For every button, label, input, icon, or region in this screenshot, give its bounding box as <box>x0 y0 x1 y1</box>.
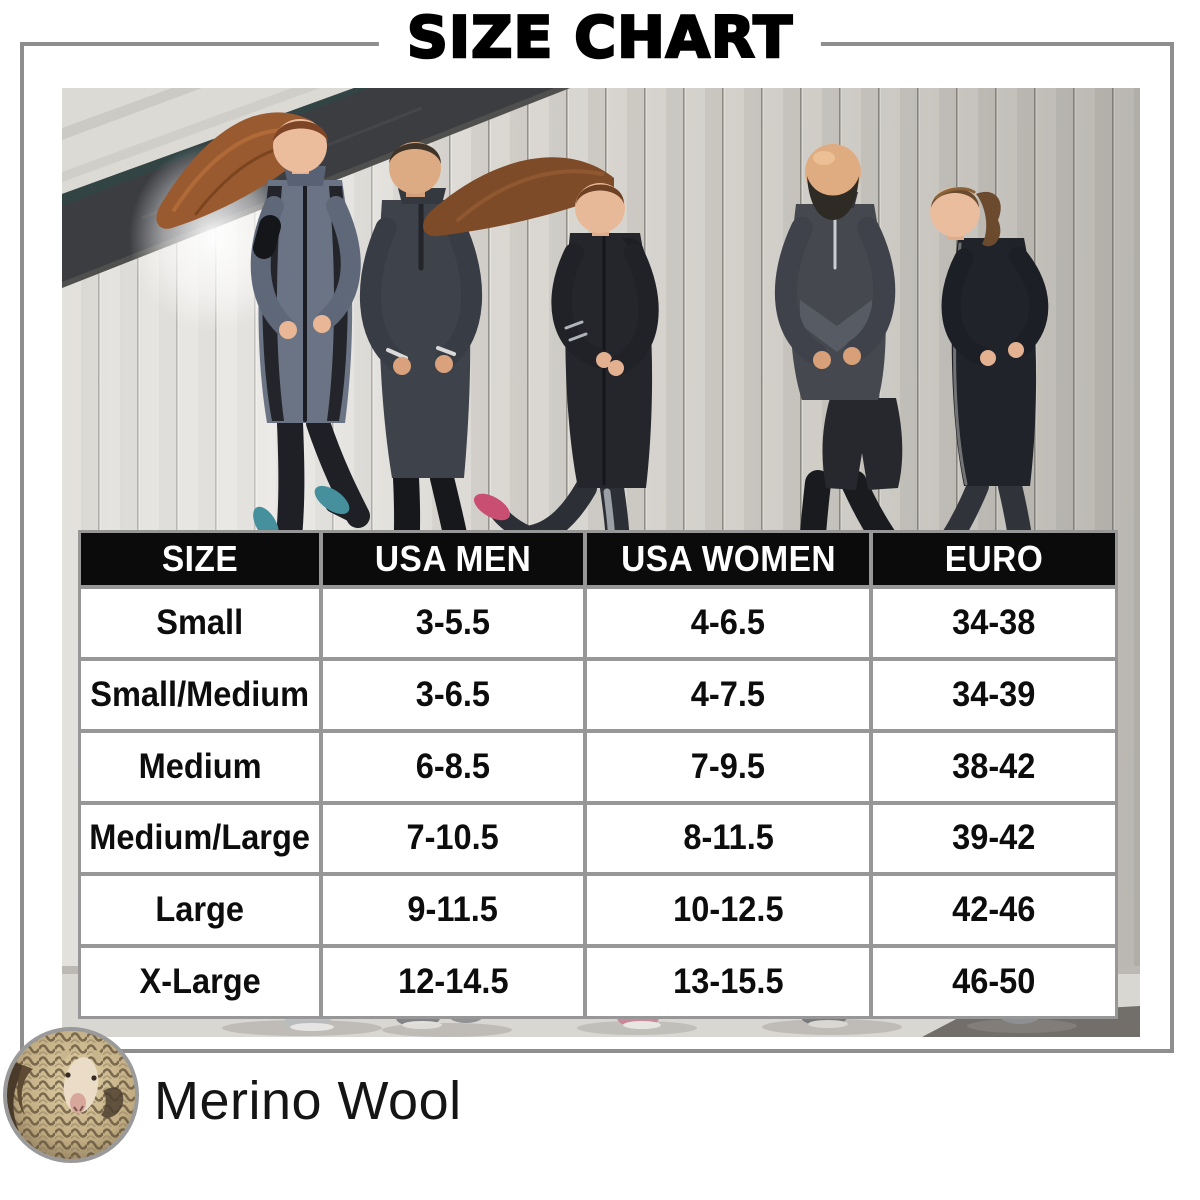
table-cell-euro: 38-42 <box>873 732 1115 801</box>
table-cell-usa-women: 4-6.5 <box>587 589 870 657</box>
runner-woman-gray-jacket <box>156 112 370 551</box>
brand-label: Merino Wool <box>154 1071 462 1131</box>
col-header-euro: EURO <box>873 533 1115 585</box>
table-cell-usa-women: 13-15.5 <box>587 948 870 1016</box>
table-cell-usa-women: 7-9.5 <box>587 732 870 801</box>
merino-sheep-svg <box>7 1031 135 1159</box>
col-header-usa-men: USA MEN <box>322 533 584 585</box>
table-cell-usa-men: 7-10.5 <box>322 804 584 873</box>
page-title-wrap: SIZE CHART <box>378 2 822 74</box>
table-cell-size: Small <box>81 589 319 657</box>
table-cell-size: Medium <box>81 732 319 801</box>
table-cell-euro: 39-42 <box>873 804 1115 873</box>
table-cell-usa-men: 6-8.5 <box>322 732 584 801</box>
col-header-size: SIZE <box>81 533 319 585</box>
table-cell-euro: 42-46 <box>873 876 1115 945</box>
merino-sheep-photo <box>3 1027 139 1163</box>
table-cell-euro: 34-39 <box>873 660 1115 729</box>
col-header-usa-women: USA WOMEN <box>587 533 870 585</box>
table-cell-size: X-Large <box>81 948 319 1016</box>
sheep-horn <box>7 1061 27 1131</box>
table-cell-euro: 34-38 <box>873 589 1115 657</box>
page-title: SIZE CHART <box>406 4 794 73</box>
table-cell-usa-women: 4-7.5 <box>587 660 870 729</box>
table-cell-usa-men: 12-14.5 <box>322 948 584 1016</box>
table-cell-size: Medium/Large <box>81 804 319 873</box>
table-cell-usa-men: 9-11.5 <box>322 876 584 945</box>
table-cell-usa-men: 3-6.5 <box>322 660 584 729</box>
runner-man-charcoal <box>359 142 483 581</box>
size-chart-table: SIZE USA MEN USA WOMEN EURO Small 3-5.5 … <box>78 530 1118 1019</box>
table-cell-size: Large <box>81 876 319 945</box>
table-cell-size: Small/Medium <box>81 660 319 729</box>
table-cell-usa-men: 3-5.5 <box>322 589 584 657</box>
table-cell-usa-women: 8-11.5 <box>587 804 870 873</box>
table-cell-euro: 46-50 <box>873 948 1115 1016</box>
table-cell-usa-women: 10-12.5 <box>587 876 870 945</box>
